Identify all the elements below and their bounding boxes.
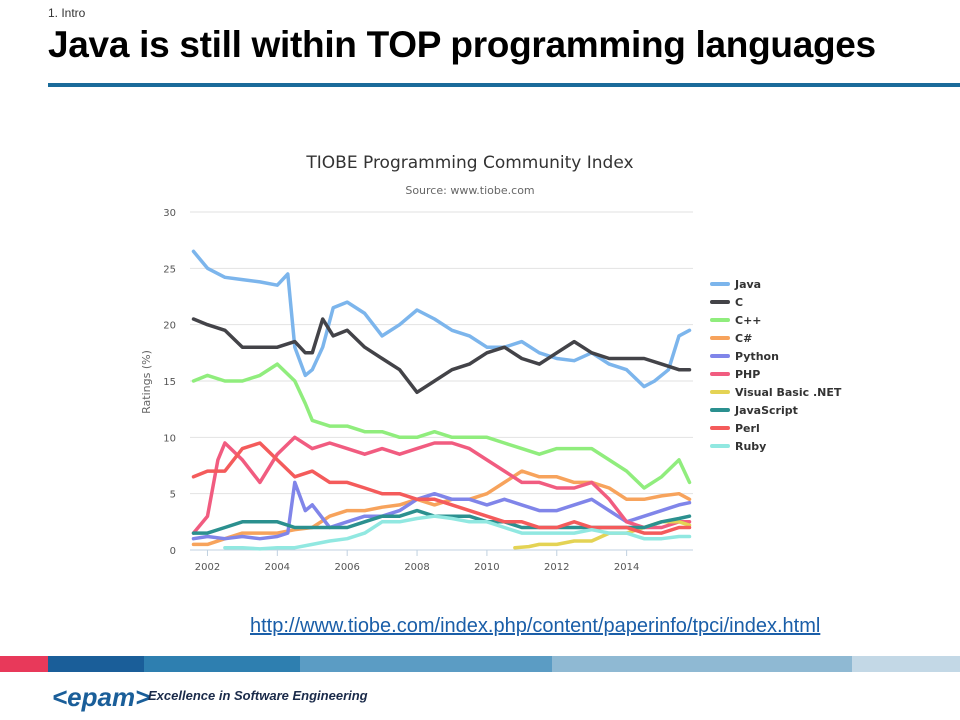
series-line-c bbox=[191, 362, 692, 490]
footer-segment bbox=[48, 656, 144, 672]
x-tick-label: 2004 bbox=[265, 562, 290, 573]
section-label: 1. Intro bbox=[48, 6, 86, 20]
series-layer bbox=[191, 249, 692, 551]
series-line-ruby bbox=[223, 514, 692, 551]
y-tick-label: 0 bbox=[170, 546, 176, 557]
y-tick-label: 20 bbox=[163, 321, 176, 332]
x-tick-label: 2006 bbox=[334, 562, 359, 573]
footer-segment bbox=[552, 656, 852, 672]
y-axis-title: Ratings (%) bbox=[140, 350, 153, 414]
footer-segment bbox=[852, 656, 960, 672]
chart-title: TIOBE Programming Community Index bbox=[305, 153, 633, 173]
source-link[interactable]: http://www.tiobe.com/index.php/content/p… bbox=[250, 615, 821, 637]
legend-item[interactable]: Java bbox=[734, 278, 761, 291]
footer-segment bbox=[300, 656, 552, 672]
footer-color-bar bbox=[0, 656, 960, 672]
x-tick-label: 2002 bbox=[195, 562, 220, 573]
series-line-perl bbox=[191, 441, 692, 535]
legend-item[interactable]: PHP bbox=[735, 368, 760, 381]
y-tick-label: 15 bbox=[163, 377, 176, 388]
legend-item[interactable]: Ruby bbox=[735, 440, 766, 453]
chart-subtitle: Source: www.tiobe.com bbox=[405, 184, 534, 197]
legend-item[interactable]: JavaScript bbox=[734, 404, 798, 417]
footer-segment bbox=[144, 656, 300, 672]
tagline: Excellence in Software Engineering bbox=[148, 688, 368, 703]
x-tick-label: 2012 bbox=[544, 562, 569, 573]
slide-title: Java is still within TOP programming lan… bbox=[48, 24, 876, 65]
series-line-java bbox=[191, 249, 692, 389]
series-line-c bbox=[191, 317, 692, 395]
legend-item[interactable]: C# bbox=[735, 332, 752, 345]
legend-item[interactable]: C++ bbox=[735, 314, 762, 327]
x-tick-label: 2014 bbox=[614, 562, 639, 573]
legend-item[interactable]: Perl bbox=[735, 422, 760, 435]
tiobe-chart: TIOBE Programming Community Index Source… bbox=[140, 153, 842, 573]
y-tick-label: 30 bbox=[163, 208, 176, 219]
legend: Java C C++ C# Python PHP Visual Basic .NET Java… bbox=[710, 278, 842, 453]
footer-segment bbox=[0, 656, 48, 672]
y-tick-label: 5 bbox=[170, 490, 176, 501]
legend-item[interactable]: Visual Basic .NET bbox=[735, 386, 842, 399]
y-tick-label: 10 bbox=[163, 433, 176, 444]
title-divider bbox=[48, 83, 960, 87]
y-tick-label: 25 bbox=[163, 264, 176, 275]
series-line-python bbox=[191, 480, 692, 541]
legend-item[interactable]: C bbox=[735, 296, 743, 309]
legend-item[interactable]: Python bbox=[735, 350, 779, 363]
series-line-php bbox=[191, 435, 692, 535]
grid-layer: 0 5 10 15 20 25 30 2002 2004 2006 2008 2010 2012 2014 bbox=[163, 208, 693, 573]
epam-logo: <epam> bbox=[52, 682, 151, 712]
x-tick-label: 2008 bbox=[404, 562, 429, 573]
x-tick-label: 2010 bbox=[474, 562, 499, 573]
